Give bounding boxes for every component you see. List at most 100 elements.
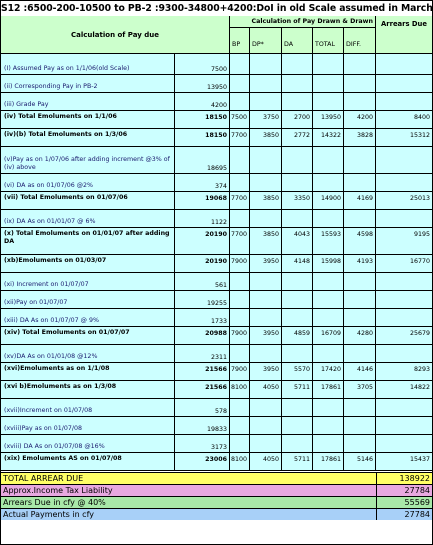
row-total: 17420 [313, 363, 344, 381]
row-da: 4859 [282, 327, 313, 345]
row-total [313, 147, 344, 174]
row-bp [230, 174, 250, 192]
row-da-text: 3350 [293, 195, 310, 202]
row-bp: 7700 [230, 129, 250, 147]
row-diff: 4598 [344, 228, 376, 255]
summary-label: Approx.Income Tax Liability [3, 486, 113, 495]
row-da: 5570 [282, 363, 313, 381]
row-arrears-text: 25679 [409, 330, 430, 337]
row-label-text: (v)Pay as on 1/07/06 after adding increm… [4, 156, 170, 171]
row-label: (xi) Increment on 01/07/07 [1, 273, 175, 291]
row-label-text: (iv) Total Emoluments on 1/1/06 [4, 113, 117, 120]
summary-value: 27784 [404, 510, 430, 519]
row-due-value: 18150 [175, 111, 230, 129]
row-diff [344, 93, 376, 111]
row-arrears: 8400 [376, 111, 432, 129]
summary-row: Actual Payments in cfy 27784 [1, 508, 432, 520]
row-label: (x) Total Emoluments on 01/01/07 after a… [1, 228, 175, 255]
row-diff-text: 4200 [356, 114, 373, 121]
row-bp: 7700 [230, 228, 250, 255]
row-dp-text: 4050 [262, 456, 279, 463]
summary-row: Approx.Income Tax Liability 27784 [1, 484, 432, 496]
row-arrears-text: 14822 [409, 384, 430, 391]
row-dp: 4050 [250, 381, 282, 399]
row-label-text: (vii) Total Emoluments on 01/07/06 [4, 194, 128, 201]
row-arrears-text: 16770 [409, 258, 430, 265]
summary-divider [376, 473, 377, 484]
row-due-value-text: 20988 [205, 330, 227, 337]
row-dp-text: 3950 [262, 330, 279, 337]
row-due-value-text: 19833 [206, 426, 227, 433]
row-due-value: 13950 [175, 75, 230, 93]
row-bp: 7700 [230, 192, 250, 210]
summary-label: Actual Payments in cfy [3, 510, 94, 519]
row-label: (ix) DA As on 01/01/07 @ 6% [1, 210, 175, 228]
row-total-text: 13950 [320, 114, 341, 121]
row-bp [230, 345, 250, 363]
row-arrears: 8293 [376, 363, 432, 381]
row-dp-text: 3850 [262, 231, 279, 238]
row-due-value-text: 2311 [210, 354, 227, 361]
row-bp [230, 93, 250, 111]
row-label-text: (x) Total Emoluments on 01/01/07 after a… [4, 230, 170, 245]
row-label-text: (xi) Increment on 01/07/07 [4, 281, 89, 288]
row-diff [344, 75, 376, 93]
row-diff-text: 4193 [356, 258, 373, 265]
row-total [313, 210, 344, 228]
row-arrears-text: 8293 [413, 366, 430, 373]
row-bp [230, 54, 250, 75]
row-due-value: 578 [175, 399, 230, 417]
sheet-title: S12 :6500-200-10500 to PB-2 :9300-34800+… [1, 1, 433, 17]
row-total: 16709 [313, 327, 344, 345]
row-arrears [376, 435, 432, 453]
row-due-value-text: 13950 [206, 84, 227, 91]
row-arrears-text: 9195 [413, 231, 430, 238]
row-diff: 4200 [344, 111, 376, 129]
row-due-value: 20190 [175, 228, 230, 255]
summary-value: 138922 [399, 474, 430, 483]
row-due-value-text: 4200 [210, 102, 227, 109]
row-bp-text: 7900 [230, 258, 247, 265]
row-bp [230, 147, 250, 174]
row-total-text: 17861 [320, 384, 341, 391]
row-bp: 7900 [230, 327, 250, 345]
row-da [282, 291, 313, 309]
row-label: (xviii) DA As on 01/07/08 @16% [1, 435, 175, 453]
row-bp-text: 7700 [230, 195, 247, 202]
row-total-text: 15998 [320, 258, 341, 265]
row-arrears [376, 309, 432, 327]
row-label: (ii) Corresponding Pay in PB-2 [1, 75, 175, 93]
row-diff-text: 4280 [356, 330, 373, 337]
row-arrears: 25013 [376, 192, 432, 210]
row-due-value-text: 18695 [206, 165, 227, 172]
row-total [313, 174, 344, 192]
row-arrears [376, 174, 432, 192]
row-due-value: 2311 [175, 345, 230, 363]
row-label: (xix) Emoluments AS on 01/07/08 [1, 453, 175, 471]
row-diff [344, 273, 376, 291]
row-due-value: 3173 [175, 435, 230, 453]
row-label: (iii) Grade Pay [1, 93, 175, 111]
row-diff [344, 147, 376, 174]
col-header-dp: DP* [250, 28, 282, 54]
row-bp [230, 309, 250, 327]
row-label-text: (xiii) DA As on 01/07/07 @ 9% [4, 317, 99, 324]
row-due-value-text: 20190 [205, 258, 227, 265]
row-due-value: 19833 [175, 417, 230, 435]
row-diff-text: 4598 [356, 231, 373, 238]
row-diff-text: 4146 [356, 366, 373, 373]
row-total [313, 54, 344, 75]
row-arrears [376, 54, 432, 75]
row-da [282, 417, 313, 435]
row-dp: 3850 [250, 192, 282, 210]
row-da [282, 54, 313, 75]
row-diff [344, 399, 376, 417]
row-due-value-text: 20190 [205, 231, 227, 238]
row-bp-text: 7500 [230, 114, 247, 121]
row-bp: 7500 [230, 111, 250, 129]
row-dp-text: 3850 [262, 132, 279, 139]
header-calc-pay-due: Calculation of Pay due [1, 16, 230, 54]
summary-row: TOTAL ARREAR DUE 138922 [1, 472, 432, 484]
row-label: (xv)DA As on 01/01/08 @12% [1, 345, 175, 363]
row-da-text: 5711 [293, 384, 310, 391]
